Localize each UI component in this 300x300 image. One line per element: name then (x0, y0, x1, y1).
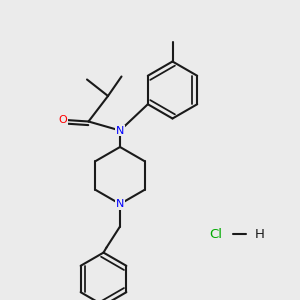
Text: Cl: Cl (209, 227, 223, 241)
Text: N: N (116, 199, 124, 209)
Text: N: N (116, 125, 124, 136)
Text: O: O (58, 115, 67, 125)
Text: H: H (255, 227, 264, 241)
